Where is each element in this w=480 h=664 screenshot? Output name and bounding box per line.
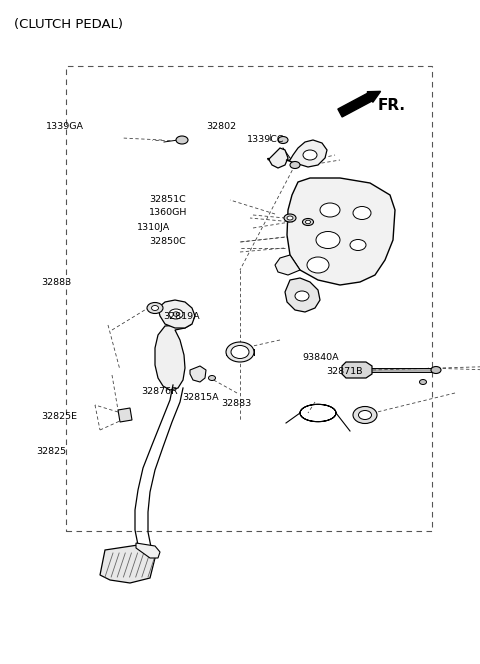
Ellipse shape xyxy=(231,345,249,359)
Text: 32883: 32883 xyxy=(221,398,251,408)
Ellipse shape xyxy=(359,410,372,420)
Ellipse shape xyxy=(295,291,309,301)
Ellipse shape xyxy=(173,312,179,316)
Text: 1360GH: 1360GH xyxy=(149,208,187,217)
Ellipse shape xyxy=(169,309,183,319)
Text: 32819A: 32819A xyxy=(163,311,200,321)
Polygon shape xyxy=(286,140,327,167)
Ellipse shape xyxy=(420,380,427,384)
Polygon shape xyxy=(190,366,206,382)
Ellipse shape xyxy=(290,161,300,169)
Text: 1339CC: 1339CC xyxy=(247,135,285,144)
Text: 32876R: 32876R xyxy=(142,387,179,396)
Ellipse shape xyxy=(302,218,313,226)
Text: 32850C: 32850C xyxy=(149,237,186,246)
FancyArrow shape xyxy=(338,92,381,117)
Text: 32825: 32825 xyxy=(36,447,66,456)
Text: 1339GA: 1339GA xyxy=(46,122,84,131)
Ellipse shape xyxy=(350,240,366,250)
Text: 32825E: 32825E xyxy=(41,412,77,422)
Polygon shape xyxy=(100,545,155,583)
Polygon shape xyxy=(342,362,372,378)
Polygon shape xyxy=(158,300,195,328)
Polygon shape xyxy=(118,408,132,422)
Ellipse shape xyxy=(284,214,296,222)
Polygon shape xyxy=(136,543,160,558)
Text: 32883: 32883 xyxy=(41,278,71,288)
Ellipse shape xyxy=(316,232,340,248)
Ellipse shape xyxy=(320,203,340,217)
Text: FR.: FR. xyxy=(378,98,406,112)
Text: 93840A: 93840A xyxy=(302,353,339,363)
Text: 32851C: 32851C xyxy=(149,195,186,204)
Ellipse shape xyxy=(353,406,377,424)
Text: (CLUTCH PEDAL): (CLUTCH PEDAL) xyxy=(14,18,123,31)
Ellipse shape xyxy=(305,220,311,224)
Ellipse shape xyxy=(287,216,293,220)
Ellipse shape xyxy=(208,376,216,380)
Ellipse shape xyxy=(147,303,163,313)
Bar xyxy=(66,66,432,531)
Ellipse shape xyxy=(307,257,329,273)
Ellipse shape xyxy=(303,150,317,160)
Ellipse shape xyxy=(278,137,288,143)
Ellipse shape xyxy=(176,136,188,144)
Polygon shape xyxy=(287,178,395,285)
Polygon shape xyxy=(155,324,192,390)
Polygon shape xyxy=(275,255,300,275)
Text: 1310JA: 1310JA xyxy=(137,223,170,232)
Text: 32802: 32802 xyxy=(206,122,237,131)
Text: 32815A: 32815A xyxy=(182,392,219,402)
Text: 32871B: 32871B xyxy=(326,367,363,376)
Ellipse shape xyxy=(226,342,254,362)
Ellipse shape xyxy=(431,367,441,373)
Ellipse shape xyxy=(152,305,158,311)
Polygon shape xyxy=(268,148,288,168)
Ellipse shape xyxy=(353,207,371,220)
Polygon shape xyxy=(285,278,320,312)
